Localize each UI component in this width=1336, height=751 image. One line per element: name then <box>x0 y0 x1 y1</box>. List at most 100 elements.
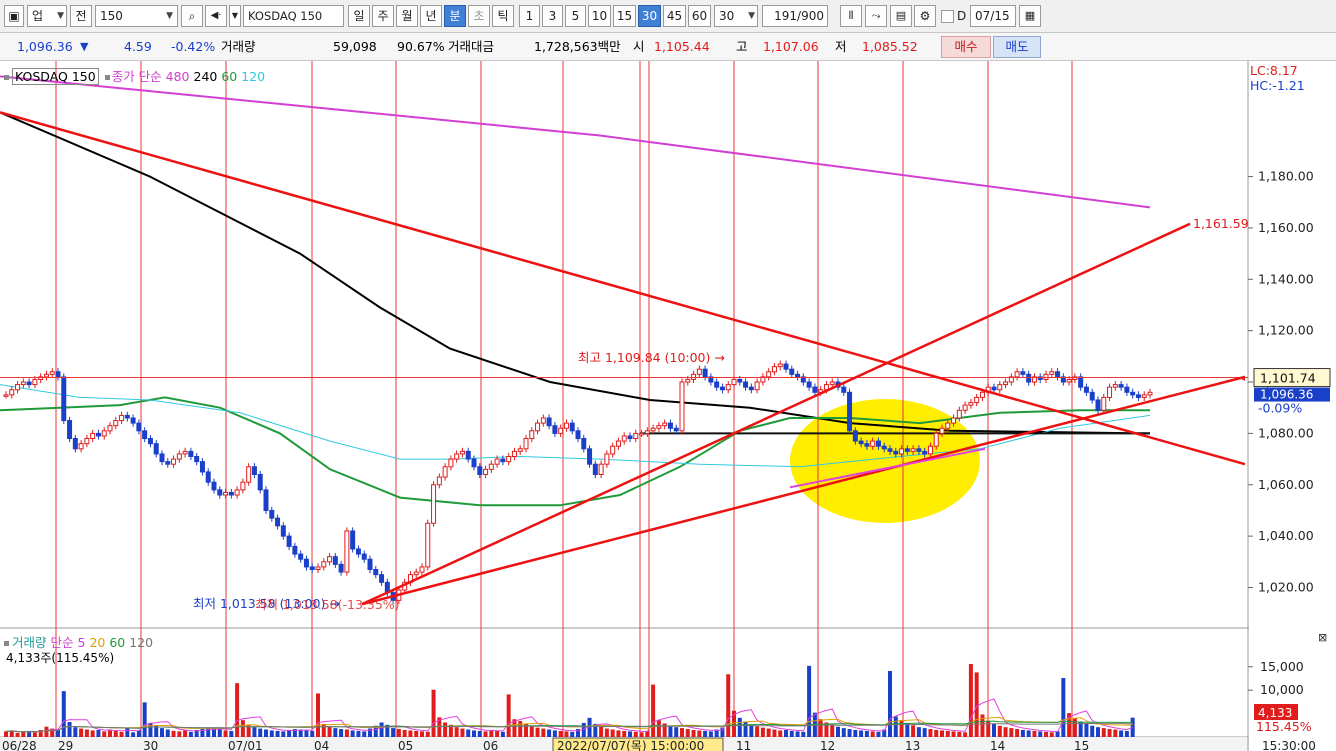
candle-body <box>1135 394 1141 398</box>
candle-body <box>587 448 593 465</box>
volume-ma5-line <box>5 698 1133 733</box>
volume-bar <box>1020 729 1025 737</box>
interval-5[interactable]: 5 <box>565 5 586 27</box>
candle-body <box>9 389 15 396</box>
volume-bar <box>240 720 245 737</box>
period-second[interactable]: 초 <box>468 5 490 27</box>
current-price-tag: 1,101.74 <box>1260 371 1316 386</box>
window-menu-icon[interactable]: ▣ <box>4 5 24 27</box>
volume-bar <box>113 730 118 737</box>
interval-1[interactable]: 1 <box>519 5 540 27</box>
candle-body <box>454 453 460 460</box>
candle-body <box>933 432 939 447</box>
candle-body <box>240 481 246 491</box>
period-tick[interactable]: 틱 <box>492 5 514 27</box>
date-label: 04 <box>314 739 329 751</box>
gear-icon[interactable]: ⚙ <box>914 5 936 27</box>
candle-body <box>327 556 333 563</box>
volume-bar <box>749 724 754 737</box>
interval-30[interactable]: 30 <box>638 5 661 27</box>
volume-bar <box>841 728 846 737</box>
legend-toggle-icon[interactable] <box>4 75 9 80</box>
date-field[interactable]: 07/15 <box>970 5 1016 27</box>
period-year[interactable]: 년 <box>420 5 442 27</box>
candle-body <box>951 417 957 424</box>
volume-bar <box>847 729 852 737</box>
volume-bar <box>1067 713 1072 737</box>
volume-bar <box>864 730 869 737</box>
volume-bar <box>200 729 205 737</box>
date-label: 12 <box>820 739 835 751</box>
interval-60[interactable]: 60 <box>688 5 711 27</box>
axis-background <box>1249 61 1336 751</box>
calendar-icon[interactable]: ▦ <box>1019 5 1041 27</box>
volume-bar <box>859 730 864 737</box>
candle-body <box>621 435 627 442</box>
candle-body <box>1060 376 1066 383</box>
chevron-down-icon[interactable]: ▼ <box>229 5 241 27</box>
candle-body <box>615 440 621 447</box>
interval-10[interactable]: 10 <box>588 5 611 27</box>
candle-body <box>529 430 535 440</box>
volume-bar <box>535 727 540 737</box>
candle-body <box>633 432 639 440</box>
volume-legend-ma5: 5 <box>77 635 86 650</box>
candle-body <box>546 417 552 427</box>
period-day[interactable]: 일 <box>348 5 370 27</box>
candle-body <box>275 517 281 527</box>
candle-body <box>477 466 483 475</box>
legend-toggle-icon[interactable] <box>4 641 9 646</box>
category-button[interactable]: 전 <box>70 5 92 27</box>
candle-body <box>511 450 517 458</box>
volume-bar <box>1107 729 1112 737</box>
interval-3[interactable]: 3 <box>542 5 563 27</box>
volume-bar <box>350 730 355 737</box>
period-minute[interactable]: 분 <box>444 5 466 27</box>
interval-15[interactable]: 15 <box>613 5 636 27</box>
volume-bar <box>622 730 627 737</box>
buy-button[interactable]: 매수 <box>941 36 991 58</box>
date-checkbox[interactable] <box>941 10 954 23</box>
candle-body <box>130 417 136 424</box>
legend-ma480: 480 <box>165 69 190 84</box>
low-label: 저 <box>835 39 847 54</box>
lc-label: LC:8.17 <box>1250 63 1298 78</box>
count-field[interactable]: 191/900 <box>762 5 828 27</box>
market-select[interactable]: 업 ▼ <box>27 5 67 27</box>
candle-type-icon[interactable]: ⫴ <box>840 5 862 27</box>
period-week[interactable]: 주 <box>372 5 394 27</box>
volume-bar <box>714 729 719 737</box>
save-icon[interactable]: ▤ <box>890 5 912 27</box>
candle-body <box>719 386 725 391</box>
candle-body <box>685 378 691 383</box>
last-price-tag-box <box>1254 387 1330 402</box>
volume-bar <box>333 728 338 737</box>
interval-45[interactable]: 45 <box>663 5 686 27</box>
volume-bar <box>362 731 367 737</box>
volume-bar <box>67 722 72 737</box>
ma240-line <box>0 111 1151 435</box>
candle-body <box>783 363 789 370</box>
volume-bar <box>957 731 962 737</box>
line-tool-icon[interactable]: ⤳ <box>865 5 887 27</box>
candle-body <box>1008 376 1014 383</box>
amount-label: 거래대금 <box>448 39 495 54</box>
code-input[interactable]: 150 ▼ <box>95 5 178 27</box>
index-name-field[interactable]: KOSDAQ 150 <box>243 5 344 27</box>
chart-area[interactable]: 1,020.001,040.001,060.001,080.001,100.00… <box>0 61 1336 751</box>
interval-select[interactable]: 30 ▼ <box>714 5 758 27</box>
volume-bar <box>489 729 494 737</box>
volume-bar <box>443 722 448 737</box>
period-month[interactable]: 월 <box>396 5 418 27</box>
sell-button[interactable]: 매도 <box>993 36 1041 58</box>
volume-bar <box>206 727 211 737</box>
candle-body <box>90 432 96 440</box>
candle-body <box>344 530 350 573</box>
candle-body <box>321 561 327 568</box>
candle-body <box>968 402 974 406</box>
search-icon[interactable]: ⌕ <box>181 5 203 27</box>
candle-body <box>650 427 656 432</box>
speaker-icon[interactable]: ◀· <box>205 5 227 27</box>
legend-toggle-icon[interactable] <box>104 75 110 80</box>
volume-bar <box>408 730 413 737</box>
